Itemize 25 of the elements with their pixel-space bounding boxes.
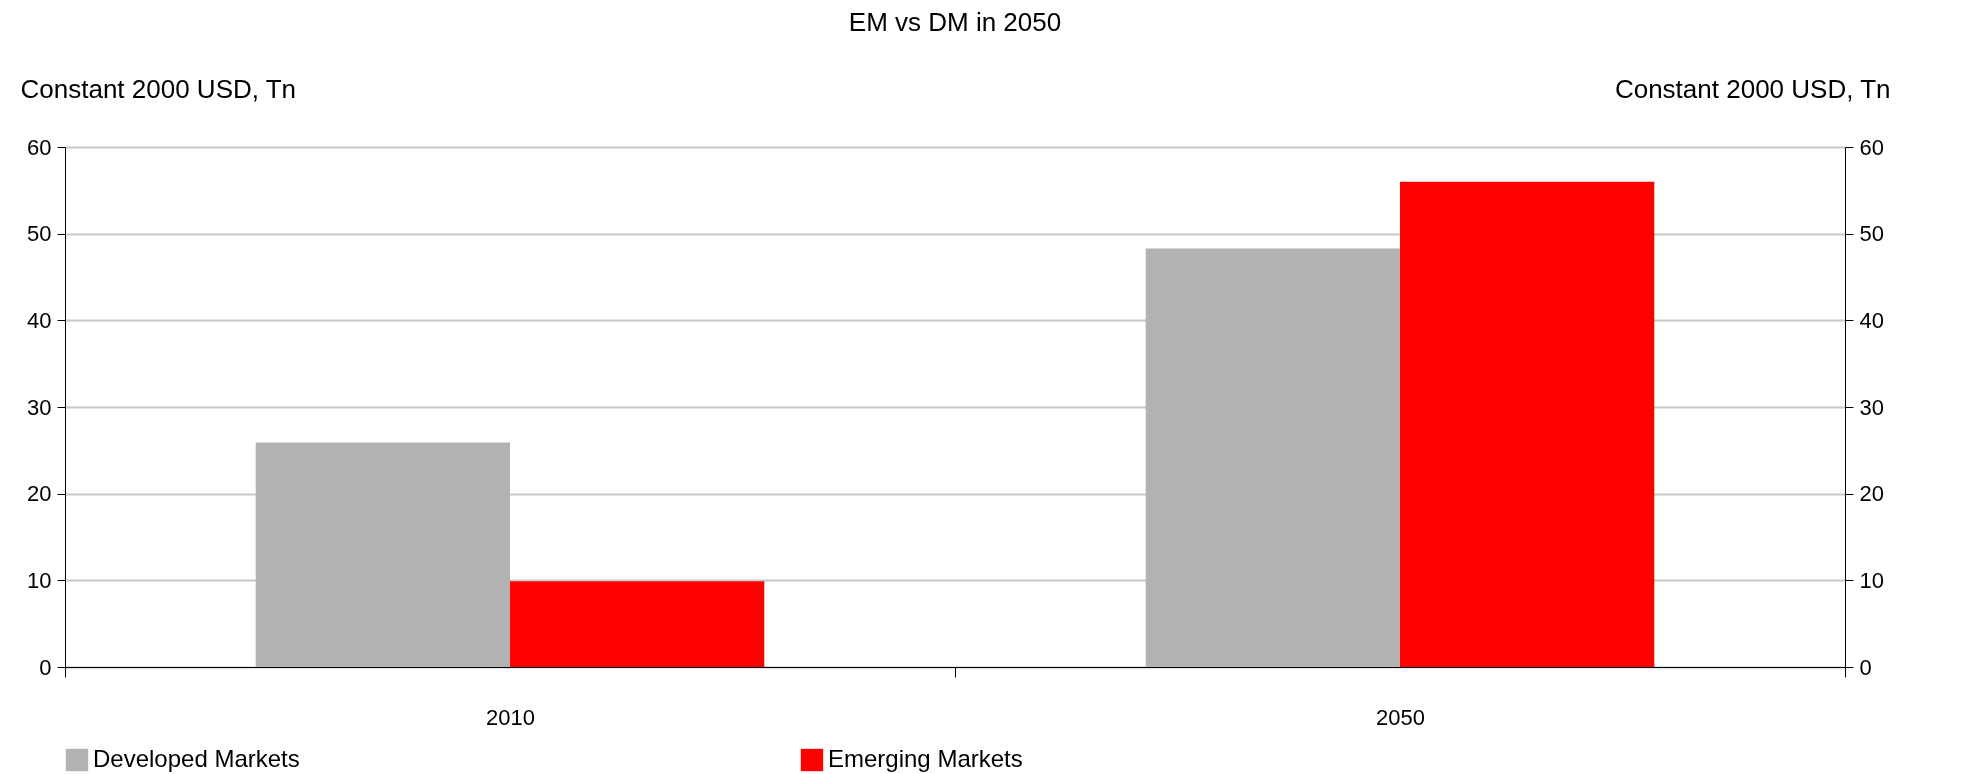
y-tick-label: 40 xyxy=(27,307,52,333)
y-tick-label: 30 xyxy=(27,394,52,420)
y2-tick-label: 60 xyxy=(1859,134,1884,160)
bar xyxy=(510,581,765,667)
y2-tick-label: 30 xyxy=(1859,394,1884,420)
x-tick-label: 2050 xyxy=(1376,704,1425,730)
y-tick-label: 60 xyxy=(27,134,52,160)
y-axis-title: Constant 2000 USD, Tn xyxy=(20,73,297,104)
y2-axis-title: Constant 2000 USD, Tn xyxy=(1614,73,1891,104)
y-tick-label: 50 xyxy=(27,221,52,247)
y2-tick-label: 0 xyxy=(1859,654,1872,680)
y2-tick-label: 50 xyxy=(1859,221,1884,247)
y2-tick-label: 40 xyxy=(1859,307,1884,333)
y2-tick-label: 20 xyxy=(1859,481,1884,507)
legend-label: Emerging Markets xyxy=(828,745,1023,772)
y2-tick-label: 10 xyxy=(1859,567,1884,593)
y-tick-label: 0 xyxy=(39,654,52,680)
x-tick-label: 2010 xyxy=(486,704,535,730)
bar xyxy=(1145,248,1400,667)
chart-title: EM vs DM in 2050 xyxy=(848,7,1062,37)
y-tick-label: 10 xyxy=(27,567,52,593)
legend-label: Developed Markets xyxy=(93,745,300,772)
y-tick-label: 20 xyxy=(27,481,52,507)
bar xyxy=(255,442,510,667)
bar xyxy=(1400,181,1655,667)
